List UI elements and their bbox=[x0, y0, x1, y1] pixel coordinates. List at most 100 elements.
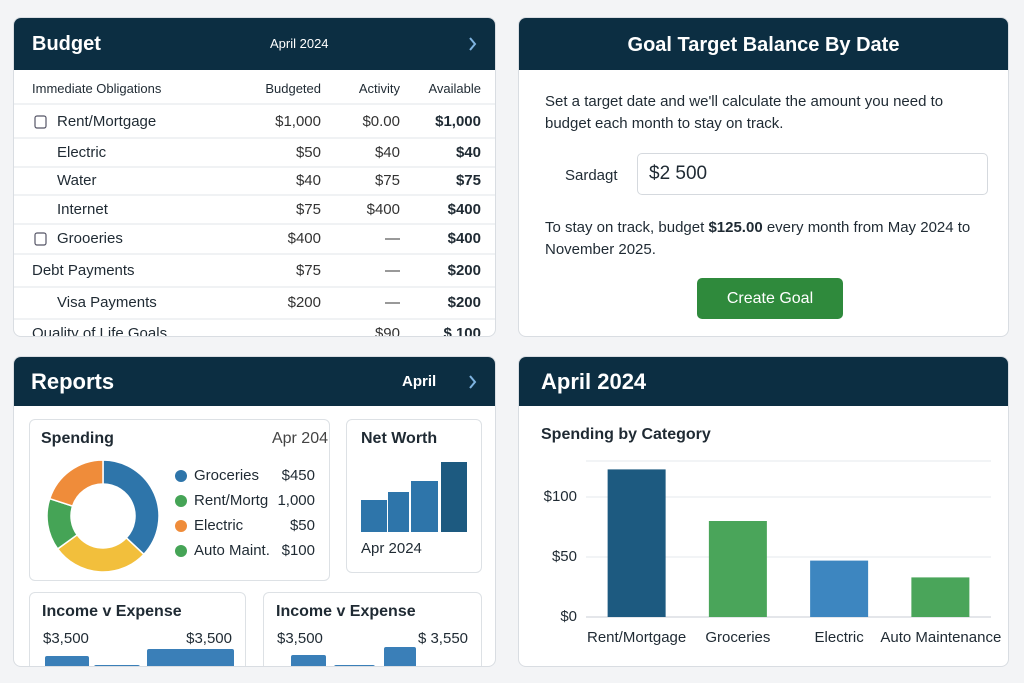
donut-segment bbox=[48, 459, 104, 508]
budgeted: $50 bbox=[295, 144, 321, 161]
summary-amount: $125.00 bbox=[708, 219, 763, 236]
card-title: Income v Expense bbox=[276, 603, 416, 620]
budgeted: $200 bbox=[287, 294, 321, 311]
row-name: Water bbox=[57, 172, 97, 189]
graphics bbox=[14, 37, 495, 320]
bar bbox=[384, 647, 416, 666]
donut-segment bbox=[102, 459, 160, 556]
y-tick-label: $0 bbox=[560, 608, 577, 625]
graphics bbox=[45, 375, 477, 666]
activity: $40 bbox=[374, 144, 400, 161]
header bbox=[14, 357, 495, 406]
legend-amount: $100 bbox=[281, 542, 315, 559]
available: $ 100 bbox=[443, 325, 481, 337]
bar bbox=[388, 492, 409, 532]
header bbox=[14, 18, 495, 70]
legend-amount: $450 bbox=[281, 467, 315, 484]
row-icon bbox=[34, 115, 47, 129]
available: $40 bbox=[455, 144, 481, 161]
description: Set a target date and we'll calculate th… bbox=[545, 93, 944, 132]
header bbox=[519, 18, 1008, 70]
bar bbox=[911, 577, 970, 617]
month: April bbox=[402, 373, 437, 390]
amount-label: $3,500 bbox=[277, 630, 323, 647]
panel-title: Goal Target Balance By Date bbox=[627, 34, 900, 56]
report-card bbox=[263, 592, 482, 666]
category-panel: April 2024 Spending by Category $0 $50 $100 R… bbox=[518, 356, 1009, 667]
available: $75 bbox=[455, 172, 481, 189]
legend-dot bbox=[175, 470, 187, 482]
available: $400 bbox=[447, 230, 481, 247]
y-tick-label: $50 bbox=[551, 548, 577, 565]
amount-label: $3,500 bbox=[186, 630, 232, 647]
month: April 2024 bbox=[270, 36, 329, 51]
x-tick-label: Auto Maintenance bbox=[880, 629, 1002, 646]
legend-label: Rent/Mortg bbox=[194, 492, 269, 509]
target-input[interactable]: $2 500 bbox=[637, 153, 988, 195]
row-name: Debt Payments bbox=[32, 262, 135, 279]
bar bbox=[291, 655, 326, 666]
column-header: Activity bbox=[358, 81, 400, 96]
bar bbox=[607, 469, 666, 617]
activity: — bbox=[385, 230, 400, 247]
activity: $400 bbox=[366, 201, 400, 218]
legend-dot bbox=[175, 520, 187, 532]
budgeted: $1,000 bbox=[275, 113, 321, 130]
row-name: Internet bbox=[57, 201, 108, 218]
card-title: Income v Expense bbox=[42, 603, 182, 620]
column-header: Available bbox=[428, 81, 481, 96]
goal-panel: Goal Target Balance By Date Set a target … bbox=[518, 17, 1009, 337]
available: $1,000 bbox=[435, 113, 481, 130]
activity: — bbox=[385, 262, 400, 279]
chevron[interactable] bbox=[469, 375, 477, 389]
activity: $75 bbox=[374, 172, 400, 189]
bar bbox=[441, 462, 467, 532]
row-name: Electric bbox=[57, 144, 107, 161]
legend-dot bbox=[175, 545, 187, 557]
legend-dot bbox=[175, 495, 187, 507]
available: $200 bbox=[447, 262, 481, 279]
budgeted: $40 bbox=[295, 172, 321, 189]
activity: $90 bbox=[374, 325, 400, 337]
budget-panel: Budget April 2024 Immediate Obligations Bud… bbox=[13, 17, 496, 337]
legend-label: Electric bbox=[194, 517, 244, 534]
x-tick-label: Rent/Mortgage bbox=[587, 629, 687, 646]
graphics bbox=[586, 460, 991, 618]
x-tick-label: Groceries bbox=[705, 629, 771, 646]
summary: To stay on track, budget $125.00 every m… bbox=[545, 217, 975, 261]
row-name: Grooeries bbox=[57, 230, 123, 247]
budgeted: $75 bbox=[295, 262, 321, 279]
chart-label: Apr 2024 bbox=[361, 540, 422, 557]
bar bbox=[810, 560, 869, 617]
activity: — bbox=[385, 294, 400, 311]
bar bbox=[361, 500, 387, 532]
column-header: Immediate Obligations bbox=[32, 81, 162, 96]
row-name: Rent/Mortgage bbox=[57, 113, 157, 130]
row-name: Visa Payments bbox=[57, 294, 157, 311]
panel-title: April 2024 bbox=[541, 369, 647, 394]
panel-title: Reports bbox=[31, 369, 115, 394]
available: $200 bbox=[447, 294, 481, 311]
budgeted: $400 bbox=[287, 230, 321, 247]
chevron[interactable] bbox=[469, 37, 477, 51]
y-tick-label: $100 bbox=[543, 488, 577, 505]
bar bbox=[94, 665, 140, 666]
bar bbox=[708, 521, 767, 617]
bar bbox=[147, 649, 234, 666]
legend-label: Auto Maint. bbox=[194, 542, 270, 559]
x-tick-label: Electric bbox=[814, 629, 864, 646]
row-icon bbox=[34, 232, 47, 246]
amount-label: $3,500 bbox=[43, 630, 89, 647]
bar bbox=[334, 665, 375, 666]
column-header: Budgeted bbox=[265, 81, 321, 96]
budgeted: $75 bbox=[295, 201, 321, 218]
legend-amount: $50 bbox=[289, 517, 315, 534]
chart-title: Spending by Category bbox=[541, 426, 711, 443]
create-goal-button[interactable]: Create Goal bbox=[697, 278, 843, 319]
summary-text: every month from May 2024 to November 20… bbox=[545, 219, 971, 258]
header bbox=[519, 357, 1008, 406]
field-label: Sardagt bbox=[565, 167, 618, 184]
field-value: $2 500 bbox=[649, 163, 708, 184]
legend-amount: 1,000 bbox=[277, 492, 315, 509]
